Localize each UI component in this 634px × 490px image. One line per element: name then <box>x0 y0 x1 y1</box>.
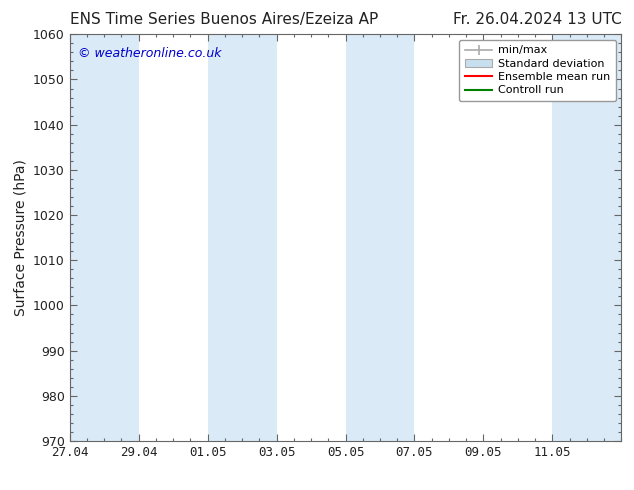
Bar <box>207 34 276 441</box>
Y-axis label: Surface Pressure (hPa): Surface Pressure (hPa) <box>13 159 27 316</box>
Bar <box>346 34 415 441</box>
Text: © weatheronline.co.uk: © weatheronline.co.uk <box>78 47 221 59</box>
Bar <box>552 34 621 441</box>
Text: ENS Time Series Buenos Aires/Ezeiza AP: ENS Time Series Buenos Aires/Ezeiza AP <box>70 12 378 27</box>
Bar <box>70 34 139 441</box>
Legend: min/max, Standard deviation, Ensemble mean run, Controll run: min/max, Standard deviation, Ensemble me… <box>459 40 616 101</box>
Text: Fr. 26.04.2024 13 UTC: Fr. 26.04.2024 13 UTC <box>453 12 621 27</box>
